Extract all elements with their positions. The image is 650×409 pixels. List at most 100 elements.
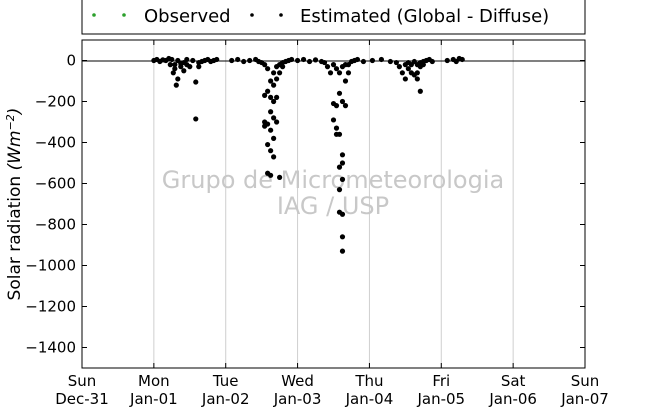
data-point xyxy=(247,57,253,64)
data-point xyxy=(402,76,408,82)
data-point xyxy=(342,103,349,109)
data-point xyxy=(387,58,393,65)
x-tick-label-date: Jan-01 xyxy=(129,390,178,408)
data-point xyxy=(339,176,346,182)
data-point xyxy=(274,76,280,82)
y-tick-label: −1200 xyxy=(25,298,76,316)
y-tick-label: −1400 xyxy=(25,339,76,357)
data-point xyxy=(274,94,280,100)
data-point xyxy=(420,62,426,68)
data-point xyxy=(268,109,274,115)
data-point xyxy=(327,70,334,76)
data-point xyxy=(172,62,178,68)
data-point xyxy=(262,62,268,68)
data-point xyxy=(167,62,173,68)
data-point xyxy=(399,70,405,76)
x-tick-label-date: Jan-04 xyxy=(345,390,394,408)
data-point xyxy=(173,82,179,88)
data-point xyxy=(268,78,274,84)
data-point xyxy=(268,127,274,133)
data-point xyxy=(312,57,319,63)
y-tick-label: 0 xyxy=(66,52,76,70)
data-points xyxy=(151,55,465,254)
data-point xyxy=(241,58,247,65)
y-tick-label: −1000 xyxy=(25,257,76,275)
data-point xyxy=(271,82,277,88)
data-point xyxy=(271,115,277,121)
legend-label-observed: Observed xyxy=(144,6,231,27)
data-point xyxy=(277,70,283,76)
data-point xyxy=(339,98,346,105)
data-point xyxy=(333,66,340,72)
plot-frame xyxy=(81,39,586,369)
x-tick-label-day: Sat xyxy=(501,372,526,390)
x-tick-label-day: Wed xyxy=(281,372,314,390)
x-tick-label-day: Sun xyxy=(68,372,97,390)
data-point xyxy=(405,66,411,72)
data-point xyxy=(265,121,271,127)
legend-marker-observed xyxy=(122,13,126,17)
y-axis-unit-close: ) xyxy=(5,108,25,117)
data-point xyxy=(196,64,202,70)
data-point xyxy=(339,211,346,217)
data-point xyxy=(187,64,193,70)
data-point xyxy=(324,64,331,70)
data-point xyxy=(175,76,181,82)
watermark-line-2: IAG / USP xyxy=(277,192,389,220)
vertical-grid xyxy=(153,40,514,368)
data-point xyxy=(300,56,307,63)
data-point xyxy=(339,152,346,158)
y-axis-unit: (Wm xyxy=(5,130,25,175)
data-point xyxy=(336,164,343,170)
watermark-line-1: Grupo de Micrometeorologia xyxy=(162,166,504,194)
data-point xyxy=(294,57,301,64)
data-point xyxy=(184,56,190,63)
data-point xyxy=(271,154,277,160)
legend-marker-estimated xyxy=(279,13,283,17)
legend-marker-estimated xyxy=(250,13,254,17)
data-point xyxy=(178,64,184,70)
data-point xyxy=(280,64,286,70)
data-point xyxy=(333,125,340,131)
data-point xyxy=(342,78,349,84)
data-point xyxy=(330,117,337,123)
data-point xyxy=(306,58,313,65)
data-point xyxy=(235,56,241,63)
data-point xyxy=(169,56,175,63)
y-tick-label: −400 xyxy=(35,134,76,152)
data-point xyxy=(396,64,402,70)
x-tick-label-day: Mon xyxy=(138,372,170,390)
data-point xyxy=(378,56,384,63)
data-point xyxy=(277,174,283,180)
x-tick-label-day: Thu xyxy=(354,372,383,390)
data-point xyxy=(354,56,361,63)
x-tick-label-day: Sun xyxy=(571,372,600,390)
data-point xyxy=(336,70,343,76)
data-point xyxy=(271,98,277,105)
x-axis: SunDec-31MonJan-01TueJan-02WedJan-03ThuJ… xyxy=(55,40,609,408)
data-point xyxy=(170,70,176,76)
y-tick-label: −800 xyxy=(35,216,76,234)
data-point xyxy=(181,68,187,74)
x-tick-label-date: Dec-31 xyxy=(55,390,109,408)
data-point xyxy=(393,59,399,66)
data-point xyxy=(268,172,274,178)
data-point xyxy=(330,62,337,68)
data-point xyxy=(444,57,450,64)
data-point xyxy=(369,57,376,64)
data-point xyxy=(229,57,235,64)
data-point xyxy=(339,248,346,254)
data-point xyxy=(265,141,271,148)
x-tick-label-date: Jan-07 xyxy=(560,390,609,408)
data-point xyxy=(336,187,343,193)
x-tick-label-date: Jan-06 xyxy=(488,390,537,408)
data-point xyxy=(339,160,346,166)
data-point xyxy=(274,119,280,125)
data-point xyxy=(193,79,199,85)
data-point xyxy=(459,56,465,63)
data-point xyxy=(288,56,295,63)
data-point xyxy=(414,70,420,76)
data-point xyxy=(414,76,420,82)
data-point xyxy=(336,131,343,137)
